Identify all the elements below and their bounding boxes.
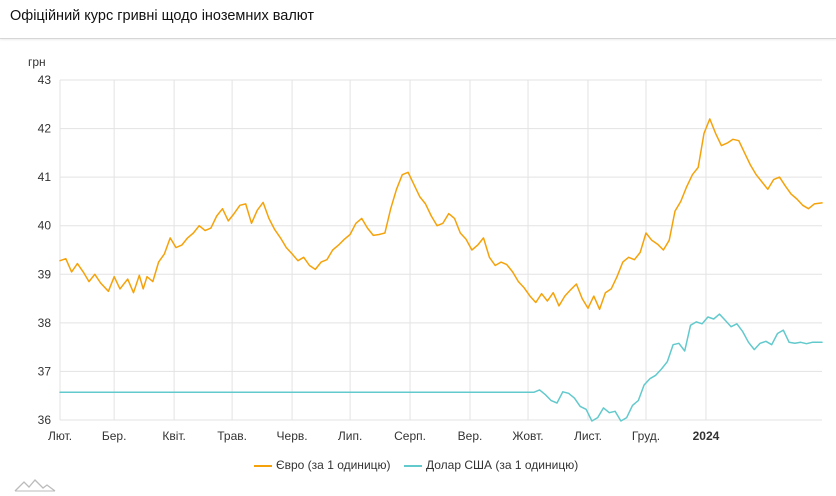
legend-swatch-usd [404, 464, 422, 467]
y-tick-label: 38 [38, 316, 52, 330]
legend-item-usd[interactable]: Долар США (за 1 одиницю) [404, 458, 578, 472]
grid-lines [59, 79, 822, 421]
series-line-usd [59, 313, 823, 422]
x-tick-label: Лют. [48, 429, 72, 443]
legend-label-euro: Євро (за 1 одиницю) [276, 458, 391, 472]
y-tick-label: 36 [38, 413, 52, 427]
x-tick-label: Лип. [338, 429, 362, 443]
series-line-euro [59, 118, 823, 311]
y-tick-label: 40 [38, 219, 52, 233]
x-tick-label: Вер. [458, 429, 483, 443]
legend-label-usd: Долар США (за 1 одиницю) [426, 458, 579, 472]
y-tick-label: 42 [38, 122, 52, 136]
x-tick-label: Бер. [102, 429, 127, 443]
chart-header: Офіційний курс гривні щодо іноземних вал… [0, 0, 836, 39]
legend-item-euro[interactable]: Євро (за 1 одиницю) [254, 458, 391, 472]
x-tick-label: Черв. [277, 429, 308, 443]
y-tick-label: 41 [38, 170, 52, 184]
x-tick-label: Жовт. [512, 429, 543, 443]
x-tick-label: Трав. [217, 429, 247, 443]
mountain-logo-icon [14, 479, 56, 492]
x-axis: Лют. Бер. Квіт. Трав. Черв. Лип. Серп. Вер. Жовт… [48, 429, 720, 443]
x-tick-label: Лист. [574, 429, 602, 443]
x-tick-label: Груд. [632, 429, 660, 443]
series-lines [59, 118, 823, 422]
x-tick-label: Квіт. [162, 429, 186, 443]
chart-title: Офіційний курс гривні щодо іноземних вал… [10, 8, 315, 24]
y-axis-label: грн [28, 55, 46, 69]
y-tick-label: 37 [38, 364, 52, 378]
y-axis: грн 36 37 38 39 40 41 42 43 [28, 55, 51, 427]
legend: Євро (за 1 одиницю) Долар США (за 1 один… [0, 458, 836, 476]
y-tick-label: 39 [38, 267, 52, 281]
y-tick-label: 43 [38, 73, 52, 87]
x-tick-label: 2024 [693, 429, 720, 443]
legend-swatch-euro [254, 464, 272, 467]
x-tick-label: Серп. [394, 429, 426, 443]
